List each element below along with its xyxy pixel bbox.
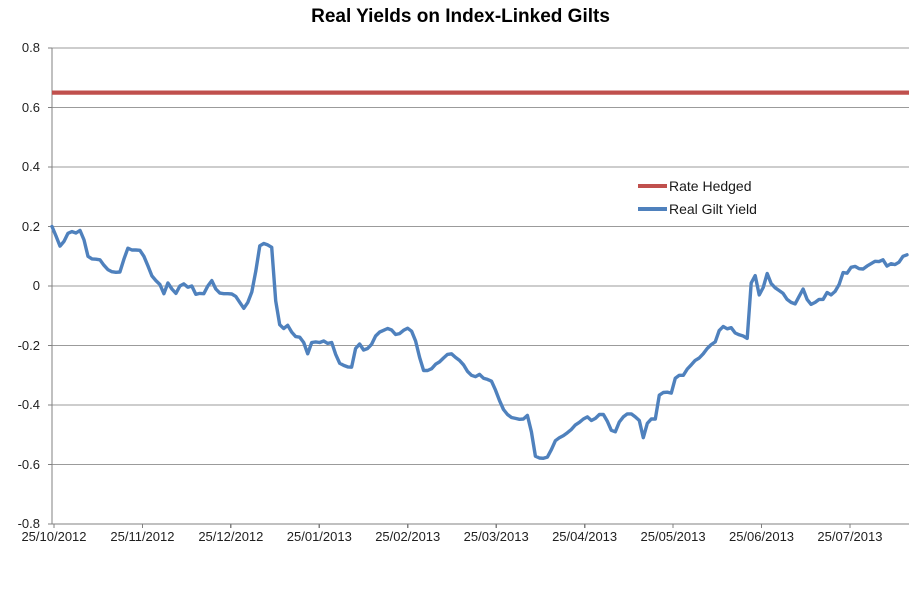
legend-line-swatch: [638, 183, 667, 188]
y-tick-label: 0.2: [21, 218, 40, 234]
real-gilt-yield-line: [50, 224, 909, 460]
y-tick-label: 0.4: [21, 159, 40, 174]
x-tick-label: 25/10/2012: [21, 529, 87, 544]
x-tick-label: 25/04/2013: [552, 529, 618, 544]
y-tick-label: -0.8: [17, 516, 40, 531]
x-tick-label: 25/02/2013: [375, 529, 441, 544]
y-tick-label: -0.2: [17, 337, 40, 353]
y-tick-label: -0.4: [17, 397, 40, 412]
legend: Rate Hedged Real Gilt Yield: [638, 174, 757, 220]
y-tick-label: -0.6: [17, 456, 40, 472]
y-tick-label: 0.6: [21, 99, 40, 115]
x-tick-label: 25/12/2012: [198, 529, 264, 544]
legend-item-rate-hedged: Rate Hedged: [638, 174, 757, 197]
legend-line-swatch: [638, 206, 667, 211]
x-tick-label: 25/11/2012: [110, 529, 175, 544]
x-tick-label: 25/03/2013: [463, 529, 529, 544]
y-tick-label: 0: [32, 278, 40, 293]
legend-item-real-gilt-yield: Real Gilt Yield: [638, 197, 757, 220]
chart-title: Real Yields on Index-Linked Gilts: [311, 6, 610, 27]
x-tick-label: 25/05/2013: [640, 529, 706, 544]
x-tick-label: 25/07/2013: [817, 529, 883, 544]
y-tick-label: 0.8: [21, 40, 40, 55]
x-tick-label: 25/01/2013: [286, 529, 352, 544]
legend-item-label: Rate Hedged: [669, 177, 752, 194]
x-tick-label: 25/06/2013: [728, 529, 795, 544]
legend-item-label: Real Gilt Yield: [669, 200, 757, 217]
